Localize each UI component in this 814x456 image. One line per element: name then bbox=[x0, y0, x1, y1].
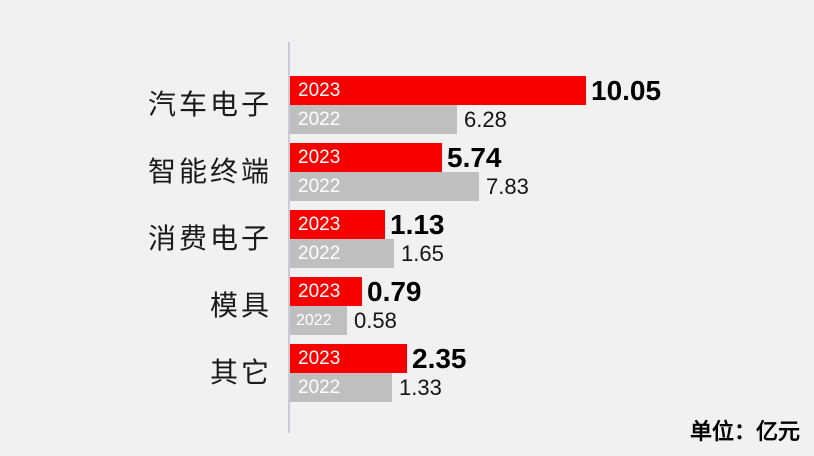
bar-2022: 2022 1.65 bbox=[290, 239, 444, 268]
y-axis-line bbox=[288, 42, 290, 433]
bar-value-label: 5.74 bbox=[447, 141, 502, 173]
bar-value-label: 1.65 bbox=[401, 240, 444, 266]
bar-group: 其它 2023 2.35 2022 1.33 bbox=[0, 344, 814, 402]
bar-group: 模具 2023 0.79 2022 0.58 bbox=[0, 277, 814, 335]
bar-2023: 2023 1.13 bbox=[290, 210, 445, 239]
bar-group: 汽车电子 2023 10.05 2022 6.28 bbox=[0, 76, 814, 134]
bar-2023: 2023 5.74 bbox=[290, 143, 502, 172]
category-label: 模具 bbox=[209, 290, 272, 321]
bar-group: 智能终端 2023 5.74 2022 7.83 bbox=[0, 143, 814, 201]
bar-year-label: 2023 bbox=[298, 214, 341, 235]
group-bars: 2023 2.35 2022 1.33 bbox=[290, 344, 467, 402]
group-bars: 2023 5.74 2022 7.83 bbox=[290, 143, 529, 201]
unit-label: 单位：亿元 bbox=[689, 419, 800, 444]
bar-value-label: 7.83 bbox=[486, 173, 529, 199]
group-bars: 2023 0.79 2022 0.58 bbox=[290, 277, 422, 335]
group-bars: 2023 1.13 2022 1.65 bbox=[290, 210, 445, 268]
bar-value-label: 0.79 bbox=[367, 275, 422, 307]
bar-year-label: 2022 bbox=[298, 109, 341, 130]
bar-value-label: 10.05 bbox=[591, 74, 662, 106]
bar-groups: 汽车电子 2023 10.05 2022 6.28 智能终端 2023 5.74… bbox=[0, 76, 814, 402]
bar-value-label: 2.35 bbox=[412, 342, 467, 374]
group-bars: 2023 10.05 2022 6.28 bbox=[290, 76, 661, 134]
bar-2023: 2023 10.05 bbox=[290, 76, 661, 105]
bar-year-label: 2022 bbox=[298, 176, 341, 197]
bar-year-label: 2023 bbox=[298, 80, 341, 101]
bar-year-label: 2022 bbox=[298, 377, 341, 398]
bar-value-label: 1.13 bbox=[390, 208, 445, 240]
bar-year-label: 2023 bbox=[298, 348, 341, 369]
category-label: 智能终端 bbox=[147, 156, 272, 187]
category-label: 其它 bbox=[209, 357, 272, 388]
bar-year-label: 2023 bbox=[298, 147, 341, 168]
bar-value-label: 6.28 bbox=[464, 106, 507, 132]
bar-value-label: 0.58 bbox=[354, 307, 397, 333]
bar-value-label: 1.33 bbox=[399, 374, 442, 400]
bar-2022: 2022 1.33 bbox=[290, 373, 442, 402]
bar-2022: 2022 0.58 bbox=[290, 306, 397, 335]
bar-year-label: 2023 bbox=[298, 281, 341, 302]
bar-2023: 2023 0.79 bbox=[290, 277, 422, 306]
bar-2023: 2023 2.35 bbox=[290, 344, 467, 373]
bar-2022: 2022 6.28 bbox=[290, 105, 507, 134]
bar-year-label: 2022 bbox=[298, 243, 341, 264]
bar-group: 消费电子 2023 1.13 2022 1.65 bbox=[0, 210, 814, 268]
bar-year-label: 2022 bbox=[296, 311, 332, 329]
bar-2022: 2022 7.83 bbox=[290, 172, 529, 201]
category-label: 汽车电子 bbox=[147, 89, 272, 120]
category-label: 消费电子 bbox=[147, 223, 272, 254]
